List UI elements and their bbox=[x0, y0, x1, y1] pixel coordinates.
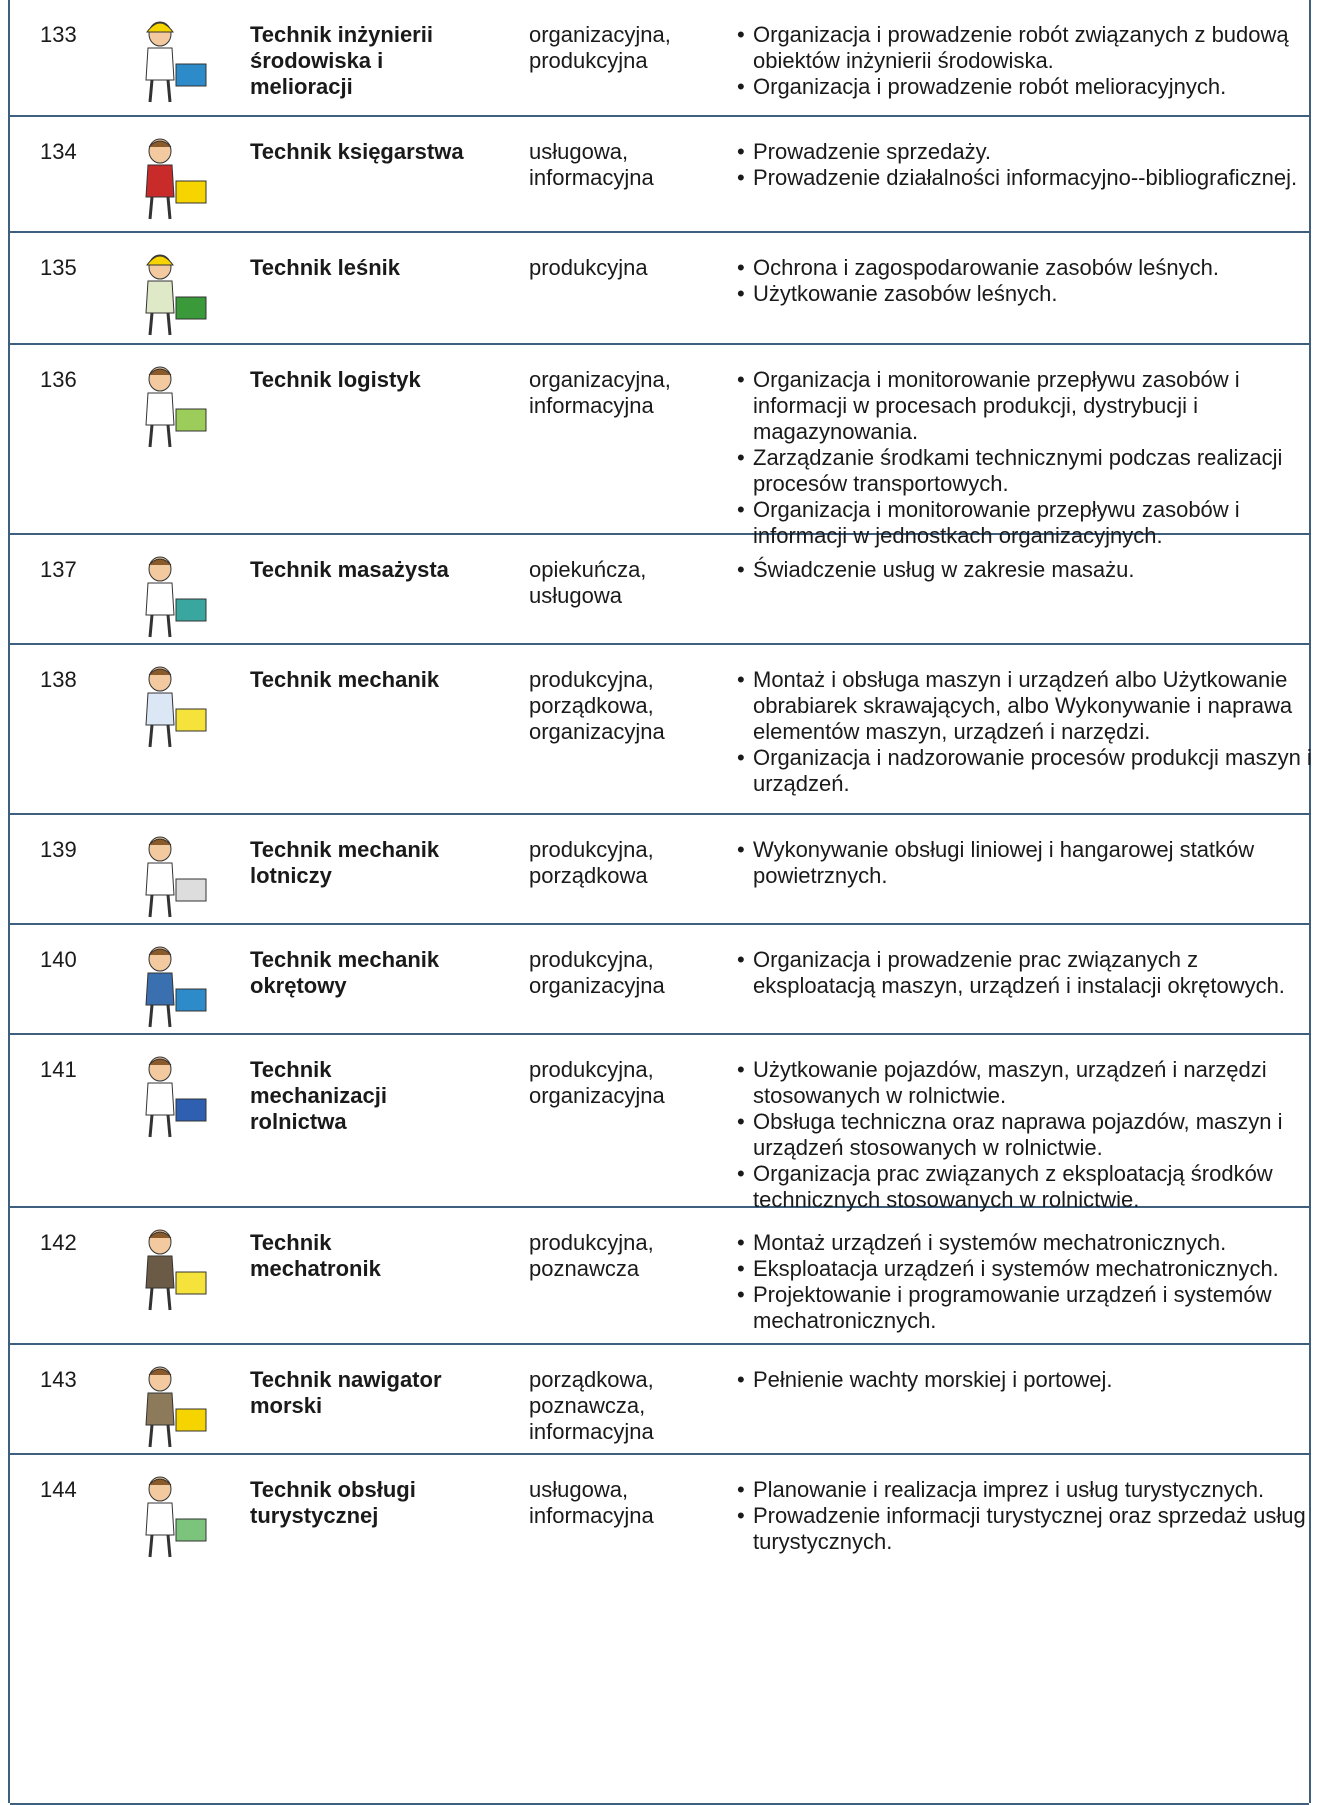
occupation-name: Technik masażysta bbox=[250, 557, 449, 582]
table-row: 136 Technik logistyk organizacyjna, inform… bbox=[10, 345, 1309, 548]
occupation-name: Technik mechanik okrętowy bbox=[250, 947, 440, 998]
table-row: 140 Technik mechanik okrętowy produkcyjna,… bbox=[10, 925, 1309, 1035]
row-number: 139 bbox=[40, 837, 77, 862]
table: 133 Technik inżynierii środowiska i melio… bbox=[8, 0, 1312, 1805]
task: Montaż i obsługa maszyn i urządzeń albo … bbox=[737, 667, 1317, 745]
table-row: 134 Technik księgarstwa usługowa, informac… bbox=[10, 117, 1309, 233]
occupation-name: Technik leśnik bbox=[250, 255, 400, 280]
table-row: 142 Technik mechatronik produkcyjna, pozna… bbox=[10, 1208, 1309, 1345]
task: Organizacja prac związanych z eksploatac… bbox=[737, 1161, 1317, 1213]
task-list: Montaż urządzeń i systemów mechatroniczn… bbox=[737, 1230, 1317, 1334]
task: Obsługa techniczna oraz naprawa pojazdów… bbox=[737, 1109, 1317, 1161]
table-row: 138 Technik mechanik produkcyjna, porządko… bbox=[10, 645, 1312, 815]
illustration bbox=[145, 1229, 207, 1311]
functions: produkcyjna bbox=[529, 255, 648, 280]
task-list: Montaż i obsługa maszyn i urządzeń albo … bbox=[737, 667, 1317, 797]
illustration bbox=[145, 666, 207, 748]
task: Planowanie i realizacja imprez i usług t… bbox=[737, 1477, 1317, 1503]
task: Montaż urządzeń i systemów mechatroniczn… bbox=[737, 1230, 1317, 1256]
table-row: 141 Technik mechanizacji rolnictwa produkc… bbox=[10, 1035, 1309, 1212]
occupation-name: Technik mechanik bbox=[250, 667, 440, 692]
task: Organizacja i nadzorowanie procesów prod… bbox=[737, 745, 1317, 797]
illustration bbox=[145, 946, 207, 1028]
functions: produkcyjna, porządkowa bbox=[529, 837, 654, 888]
task: Prowadzenie sprzedaży. bbox=[737, 139, 1317, 165]
task: Organizacja i prowadzenie prac związanyc… bbox=[737, 947, 1317, 999]
task: Użytkowanie zasobów leśnych. bbox=[737, 281, 1317, 307]
task: Wykonywanie obsługi liniowej i hangarowe… bbox=[737, 837, 1317, 889]
functions: opiekuńcza, usługowa bbox=[529, 557, 647, 608]
task: Eksploatacja urządzeń i systemów mechatr… bbox=[737, 1256, 1317, 1282]
illustration bbox=[145, 254, 207, 336]
illustration bbox=[145, 1056, 207, 1138]
functions: usługowa, informacyjna bbox=[529, 1477, 654, 1528]
task: Ochrona i zagospodarowanie zasobów leśny… bbox=[737, 255, 1317, 281]
task-list: Planowanie i realizacja imprez i usług t… bbox=[737, 1477, 1317, 1555]
task: Prowadzenie działalności informacyjno--b… bbox=[737, 165, 1317, 191]
task-list: Użytkowanie pojazdów, maszyn, urządzeń i… bbox=[737, 1057, 1317, 1213]
table-row: 143 Technik nawigator morski porządkowa, p… bbox=[10, 1345, 1309, 1455]
illustration bbox=[145, 1366, 207, 1448]
illustration bbox=[145, 836, 207, 918]
task: Świadczenie usług w zakresie masażu. bbox=[737, 557, 1317, 583]
task: Zarządzanie środkami technicznymi podcza… bbox=[737, 445, 1317, 497]
task: Projektowanie i programowanie urządzeń i… bbox=[737, 1282, 1317, 1334]
illustration bbox=[145, 366, 207, 448]
task-list: Organizacja i prowadzenie prac związanyc… bbox=[737, 947, 1317, 999]
occupation-name: Technik mechatronik bbox=[250, 1230, 381, 1281]
row-number: 133 bbox=[40, 22, 77, 47]
task-list: Prowadzenie sprzedaży.Prowadzenie działa… bbox=[737, 139, 1317, 191]
functions: usługowa, informacyjna bbox=[529, 139, 654, 190]
functions: organizacyjna, produkcyjna bbox=[529, 22, 671, 73]
functions: produkcyjna, organizacyjna bbox=[529, 947, 665, 998]
task-list: Organizacja i prowadzenie robót związany… bbox=[737, 22, 1317, 100]
task: Organizacja i monitorowanie przepływu za… bbox=[737, 367, 1317, 445]
row-number: 142 bbox=[40, 1230, 77, 1255]
illustration bbox=[145, 21, 207, 103]
row-number: 135 bbox=[40, 255, 77, 280]
functions: porządkowa, poznawcza, informacyjna bbox=[529, 1367, 654, 1444]
table-row: 137 Technik masażysta opiekuńcza, usługowa… bbox=[10, 535, 1309, 645]
row-number: 134 bbox=[40, 139, 77, 164]
occupation-name: Technik księgarstwa bbox=[250, 139, 464, 164]
row-number: 143 bbox=[40, 1367, 77, 1392]
functions: produkcyjna, porządkowa, organizacyjna bbox=[529, 667, 665, 744]
row-number: 138 bbox=[40, 667, 77, 692]
task-list: Organizacja i monitorowanie przepływu za… bbox=[737, 367, 1317, 549]
task: Prowadzenie informacji turystycznej oraz… bbox=[737, 1503, 1317, 1555]
occupation-name: Technik mechanik lotniczy bbox=[250, 837, 440, 888]
table-row: 144 Technik obsługi turystycznej usługowa,… bbox=[10, 1455, 1309, 1805]
occupation-name: Technik obsługi turystycznej bbox=[250, 1477, 416, 1528]
task-list: Świadczenie usług w zakresie masażu. bbox=[737, 557, 1317, 583]
row-number: 144 bbox=[40, 1477, 77, 1502]
occupation-name: Technik inżynierii środowiska i meliorac… bbox=[250, 22, 433, 99]
row-number: 137 bbox=[40, 557, 77, 582]
illustration bbox=[145, 556, 207, 638]
table-row: 139 Technik mechanik lotniczy produkcyjna,… bbox=[10, 815, 1309, 925]
occupation-name: Technik logistyk bbox=[250, 367, 421, 392]
task: Użytkowanie pojazdów, maszyn, urządzeń i… bbox=[737, 1057, 1317, 1109]
illustration bbox=[145, 138, 207, 220]
functions: produkcyjna, poznawcza bbox=[529, 1230, 654, 1281]
occupation-name: Technik mechanizacji rolnictwa bbox=[250, 1057, 387, 1134]
task-list: Pełnienie wachty morskiej i portowej. bbox=[737, 1367, 1317, 1393]
task: Organizacja i prowadzenie robót związany… bbox=[737, 22, 1317, 74]
functions: organizacyjna, informacyjna bbox=[529, 367, 671, 418]
task: Organizacja i monitorowanie przepływu za… bbox=[737, 497, 1317, 549]
task-list: Ochrona i zagospodarowanie zasobów leśny… bbox=[737, 255, 1317, 307]
task: Organizacja i prowadzenie robót meliorac… bbox=[737, 74, 1317, 100]
row-number: 136 bbox=[40, 367, 77, 392]
task: Pełnienie wachty morskiej i portowej. bbox=[737, 1367, 1317, 1393]
functions: produkcyjna, organizacyjna bbox=[529, 1057, 665, 1108]
row-number: 141 bbox=[40, 1057, 77, 1082]
task-list: Wykonywanie obsługi liniowej i hangarowe… bbox=[737, 837, 1317, 889]
row-number: 140 bbox=[40, 947, 77, 972]
illustration bbox=[145, 1476, 207, 1558]
occupation-name: Technik nawigator morski bbox=[250, 1367, 442, 1418]
table-row: 133 Technik inżynierii środowiska i melio… bbox=[10, 0, 1309, 117]
